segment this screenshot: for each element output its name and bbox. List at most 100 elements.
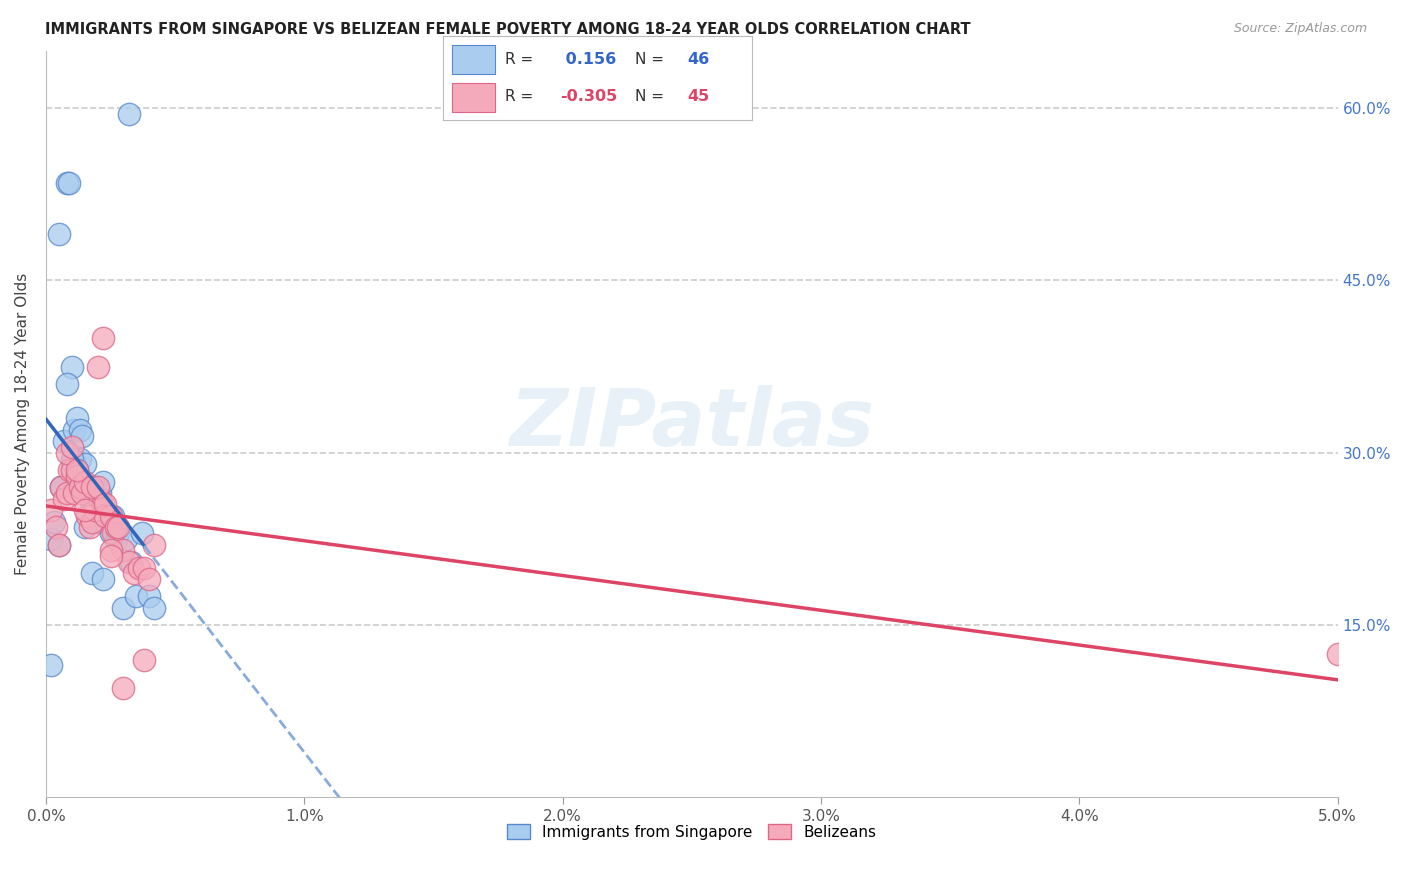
Point [107, 526, 129, 541]
Text: 46: 46 [688, 52, 710, 67]
Point [101, 508, 124, 523]
Point [63, 423, 86, 437]
Point [1326, 647, 1348, 661]
Point [94, 508, 117, 523]
Point [86, 480, 108, 494]
Point [86, 515, 108, 529]
Point [76, 508, 98, 523]
Y-axis label: Female Poverty Among 18-24 Year Olds: Female Poverty Among 18-24 Year Olds [15, 273, 30, 575]
Point [60, 451, 83, 466]
Point [128, 560, 150, 574]
Legend: Immigrants from Singapore, Belizeans: Immigrants from Singapore, Belizeans [501, 818, 883, 846]
Point [117, 107, 139, 121]
Point [51, 480, 73, 494]
Point [66, 463, 89, 477]
Text: ZIPatlas: ZIPatlas [509, 385, 875, 463]
Point [60, 463, 83, 477]
Point [58, 463, 80, 477]
Point [70, 428, 93, 442]
Point [91, 572, 114, 586]
Point [94, 498, 117, 512]
Text: N =: N = [634, 89, 664, 104]
Point [131, 526, 153, 541]
Point [143, 600, 166, 615]
Point [53, 491, 76, 506]
Point [86, 359, 108, 374]
Point [117, 555, 139, 569]
Point [60, 440, 83, 454]
Point [112, 600, 135, 615]
Point [84, 480, 107, 494]
Point [134, 560, 156, 574]
Text: IMMIGRANTS FROM SINGAPORE VS BELIZEAN FEMALE POVERTY AMONG 18-24 YEAR OLDS CORRE: IMMIGRANTS FROM SINGAPORE VS BELIZEAN FE… [45, 22, 970, 37]
Point [55, 446, 77, 460]
Point [73, 457, 96, 471]
Point [82, 515, 104, 529]
Text: R =: R = [505, 52, 533, 67]
Point [55, 376, 77, 391]
Point [100, 549, 122, 564]
Point [100, 543, 122, 558]
Point [39, 503, 62, 517]
Point [39, 532, 62, 546]
Point [69, 480, 91, 494]
Point [42, 515, 65, 529]
Point [112, 543, 135, 558]
Point [73, 520, 96, 534]
Bar [453, 83, 495, 112]
Point [97, 508, 120, 523]
Point [100, 526, 122, 541]
Point [51, 480, 73, 494]
Point [91, 331, 114, 345]
Point [66, 463, 89, 477]
Point [112, 681, 135, 696]
Point [143, 538, 166, 552]
Point [48, 538, 70, 552]
Point [122, 566, 145, 581]
Point [79, 491, 101, 506]
Point [138, 590, 160, 604]
Point [60, 359, 83, 374]
Point [94, 515, 117, 529]
Point [89, 491, 111, 506]
Point [82, 566, 104, 581]
Text: Source: ZipAtlas.com: Source: ZipAtlas.com [1233, 22, 1367, 36]
Point [82, 486, 104, 500]
Text: N =: N = [634, 52, 664, 67]
Point [115, 532, 138, 546]
Point [91, 498, 114, 512]
Point [48, 227, 70, 242]
Point [89, 486, 111, 500]
Point [53, 434, 76, 449]
Point [39, 658, 62, 673]
Point [125, 590, 148, 604]
Point [60, 463, 83, 477]
Bar [453, 45, 495, 74]
Point [66, 411, 89, 425]
Point [100, 508, 122, 523]
Point [79, 520, 101, 534]
Point [51, 480, 73, 494]
Point [63, 451, 86, 466]
Point [76, 480, 98, 494]
Point [91, 475, 114, 489]
Point [66, 468, 89, 483]
Point [107, 520, 129, 534]
Point [55, 176, 77, 190]
Point [58, 176, 80, 190]
Point [101, 526, 124, 541]
Point [84, 503, 107, 517]
Point [73, 475, 96, 489]
Point [73, 503, 96, 517]
Point [82, 480, 104, 494]
Point [55, 486, 77, 500]
Point [69, 423, 91, 437]
Point [69, 451, 91, 466]
Point [120, 555, 142, 569]
Text: 45: 45 [688, 89, 710, 104]
Text: 0.156: 0.156 [561, 52, 617, 67]
Point [70, 486, 93, 500]
Point [138, 572, 160, 586]
Point [104, 520, 127, 534]
Text: -0.305: -0.305 [561, 89, 617, 104]
